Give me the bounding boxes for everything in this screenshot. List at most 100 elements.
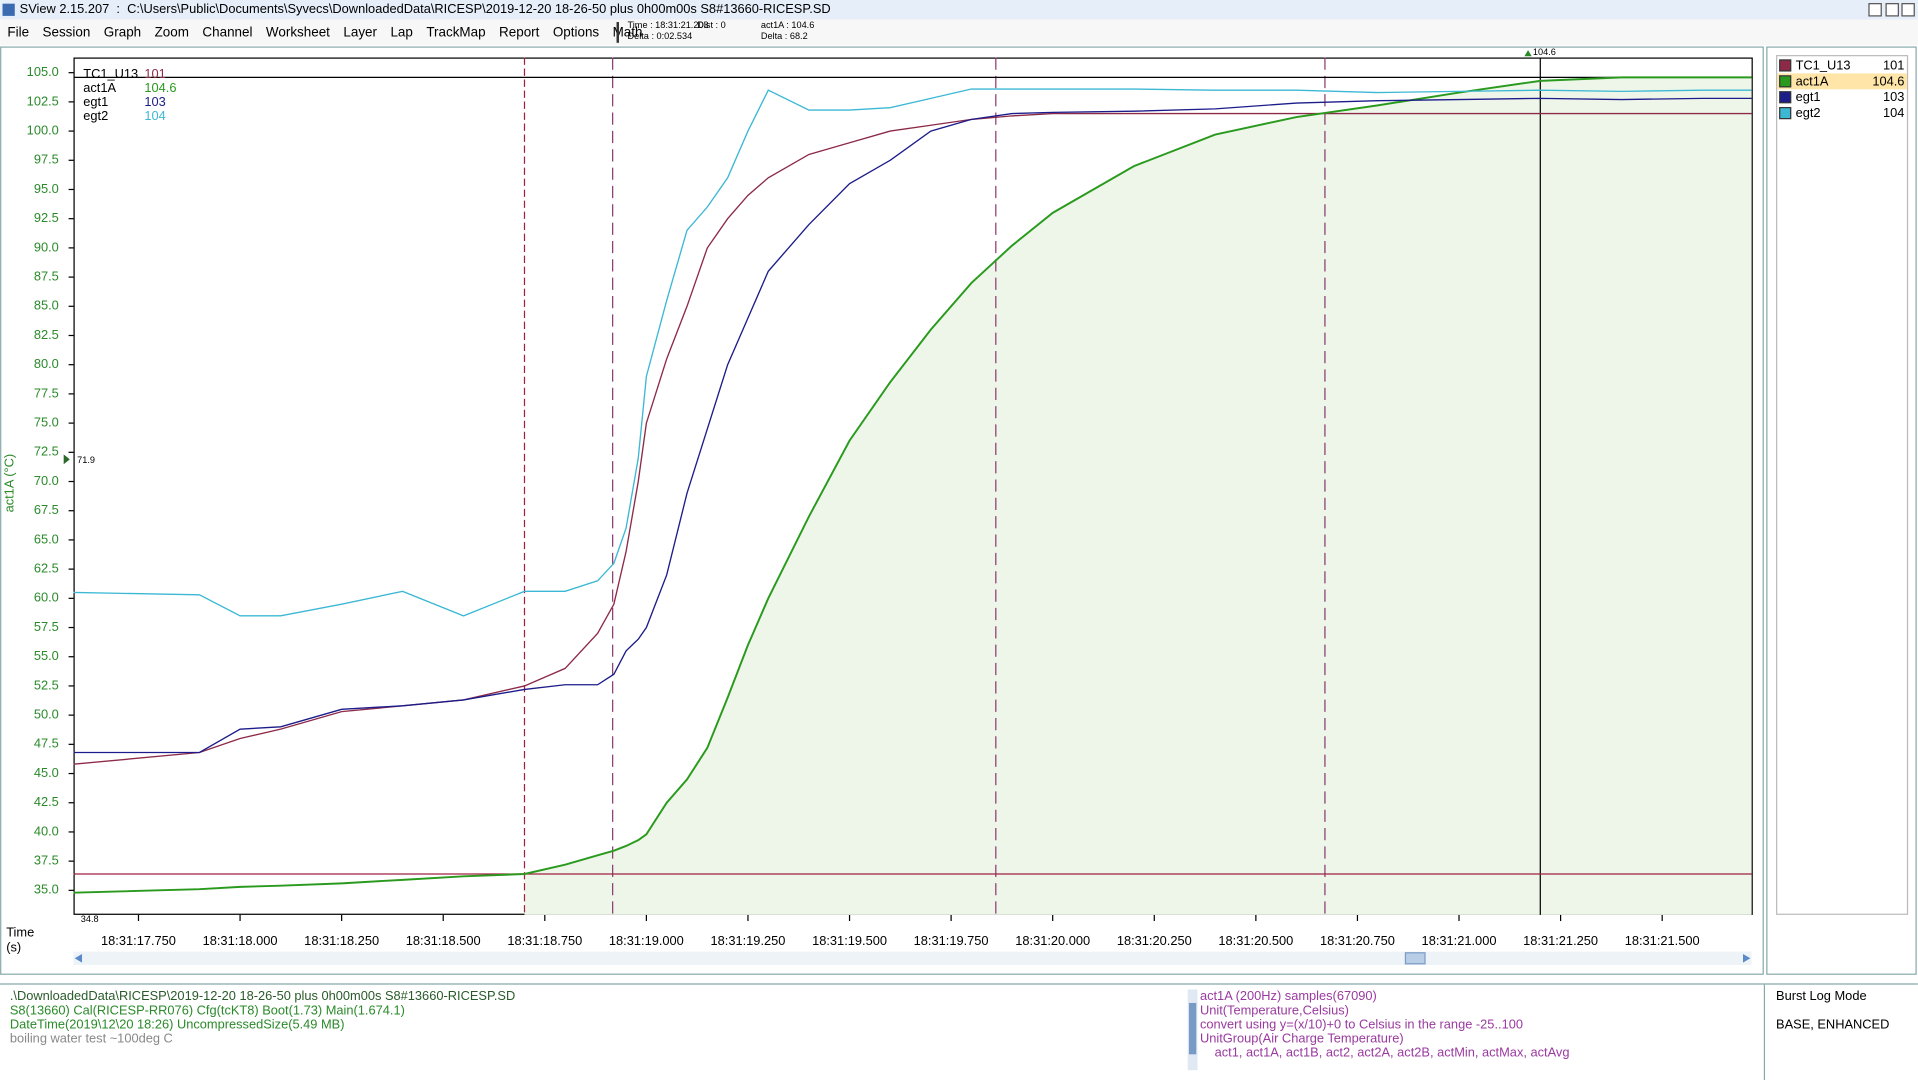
window-controls[interactable] xyxy=(1868,3,1915,17)
menu-item[interactable]: TrackMap xyxy=(426,25,485,40)
menu-item[interactable]: Zoom xyxy=(155,25,189,40)
y-tick-label: 40.0 xyxy=(34,823,59,838)
channel-info-line: act1, act1A, act1B, act2, act2A, act2B, … xyxy=(1215,1044,1570,1059)
y-tick-label: 62.5 xyxy=(34,561,59,576)
status-dist: Dist : 0 xyxy=(697,20,726,30)
status-time: Time : 18:31:21.203 xyxy=(628,20,709,30)
legend-swatch[interactable] xyxy=(1779,91,1792,104)
x-tick-label: 18:31:21.000 xyxy=(1422,933,1497,948)
legend-value: 104 xyxy=(1883,105,1904,120)
menu-item[interactable]: Layer xyxy=(343,25,377,40)
x-tick-label: 18:31:20.500 xyxy=(1218,933,1293,948)
info-scroll-thumb[interactable] xyxy=(1188,1002,1197,1055)
y-tick-label: 60.0 xyxy=(34,590,59,605)
restore-button[interactable] xyxy=(1885,3,1899,17)
y-tick-label: 35.0 xyxy=(34,882,59,897)
x-axis-label: (s) xyxy=(6,939,21,954)
y-tick-label: 72.5 xyxy=(34,444,59,459)
scroll-thumb[interactable] xyxy=(1404,952,1426,965)
y-tick-label: 45.0 xyxy=(34,765,59,780)
x-tick-label: 18:31:17.750 xyxy=(101,933,176,948)
legend-row-highlight xyxy=(1777,73,1907,90)
x-tick-label: 18:31:20.250 xyxy=(1117,933,1192,948)
x-axis-label: Time xyxy=(6,925,34,940)
y-tick-label: 55.0 xyxy=(34,648,59,663)
area xyxy=(524,77,1752,915)
x-tick-label: 18:31:21.500 xyxy=(1625,933,1700,948)
status-delta-value: Delta : 68.2 xyxy=(761,31,808,41)
menu-item[interactable]: Worksheet xyxy=(266,25,330,40)
marker-icon xyxy=(1524,50,1532,57)
channel-info-line: convert using y=(x/10)+0 to Celsius in t… xyxy=(1200,1016,1523,1031)
y-tick-label: 82.5 xyxy=(34,327,59,342)
scroll-right[interactable] xyxy=(1743,954,1751,963)
marker-label: 34.8 xyxy=(81,914,99,924)
status-channel: act1A : 104.6 xyxy=(761,20,814,30)
y-tick-label: 90.0 xyxy=(34,239,59,254)
legend-value: 101 xyxy=(144,66,165,81)
y-tick-label: 97.5 xyxy=(34,152,59,167)
status-delta-time: Delta : 0:02.534 xyxy=(628,31,693,41)
legend-name: TC1_U13 xyxy=(83,66,138,81)
window-title: SView 2.15.207 : C:\Users\Public\Documen… xyxy=(20,1,831,16)
menu-item[interactable]: Channel xyxy=(202,25,252,40)
menu-item[interactable]: Report xyxy=(499,25,540,40)
scrollbar[interactable] xyxy=(73,951,1752,966)
menu-item[interactable]: Math xyxy=(613,25,643,40)
menu-item[interactable]: Options xyxy=(553,25,600,40)
menu-item[interactable]: Graph xyxy=(104,25,141,40)
app-icon xyxy=(2,3,15,16)
x-tick-label: 18:31:18.000 xyxy=(203,933,278,948)
x-tick-label: 18:31:19.500 xyxy=(812,933,887,948)
y-tick-label: 37.5 xyxy=(34,853,59,868)
legend-name[interactable]: act1A xyxy=(1796,73,1829,88)
legend-name[interactable]: TC1_U13 xyxy=(1796,57,1851,72)
legend-value: 103 xyxy=(144,94,165,109)
legend-swatch[interactable] xyxy=(1779,75,1792,88)
legend-swatch[interactable] xyxy=(1779,107,1792,120)
minimize-button[interactable] xyxy=(1868,3,1882,17)
y-tick-label: 47.5 xyxy=(34,736,59,751)
title-bar xyxy=(0,0,1918,20)
legend-name[interactable]: egt1 xyxy=(1796,89,1821,104)
y-tick-label: 95.0 xyxy=(34,181,59,196)
legend-name[interactable]: egt2 xyxy=(1796,105,1821,120)
marker-icon xyxy=(63,454,70,465)
y-tick-label: 70.0 xyxy=(34,473,59,488)
marker-label: 71.9 xyxy=(77,455,95,465)
y-tick-label: 87.5 xyxy=(34,268,59,283)
plot: 35.0 37.5 40.0 42.5 45.0 47.5 50.0 52.5 55.0 57.5… xyxy=(27,47,1907,948)
menu-item[interactable]: Lap xyxy=(390,25,412,40)
y-tick-label: 57.5 xyxy=(34,619,59,634)
y-tick-label: 65.0 xyxy=(34,531,59,546)
y-tick-label: 75.0 xyxy=(34,414,59,429)
y-tick-label: 85.0 xyxy=(34,298,59,313)
menu-item[interactable]: File xyxy=(7,25,29,40)
channel-info-line: act1A (200Hz) samples(67090) xyxy=(1200,988,1377,1003)
y-tick-label: 92.5 xyxy=(34,210,59,225)
info-line: .\DownloadedData\RICESP\2019-12-20 18-26… xyxy=(10,988,515,1003)
close-button[interactable] xyxy=(1901,3,1915,17)
x-tick-label: 18:31:18.750 xyxy=(507,933,582,948)
y-tick-label: 77.5 xyxy=(34,385,59,400)
series-line xyxy=(73,76,1752,894)
x-tick-label: 18:31:19.250 xyxy=(711,933,786,948)
menu-item[interactable]: Session xyxy=(43,25,91,40)
x-tick-label: 18:31:18.500 xyxy=(406,933,481,948)
legend-name: act1A xyxy=(83,80,116,95)
y-tick-label: 80.0 xyxy=(34,356,59,371)
x-tick-label: 18:31:21.250 xyxy=(1523,933,1598,948)
info-panel: .\DownloadedData\RICESP\2019-12-20 18-26… xyxy=(10,988,1890,1059)
y-tick-label: 52.5 xyxy=(34,677,59,692)
legend-value: 104.6 xyxy=(1872,73,1904,88)
scroll-left[interactable] xyxy=(74,954,83,963)
info-line: boiling water test ~100deg C xyxy=(10,1030,173,1045)
y-tick-label: 67.5 xyxy=(34,502,59,517)
y-tick-label: 50.0 xyxy=(34,707,59,722)
legend-frame xyxy=(1766,46,1917,975)
legend-swatch[interactable] xyxy=(1779,59,1792,72)
graph-frame xyxy=(0,46,1764,975)
legend-value: 103 xyxy=(1883,89,1904,104)
